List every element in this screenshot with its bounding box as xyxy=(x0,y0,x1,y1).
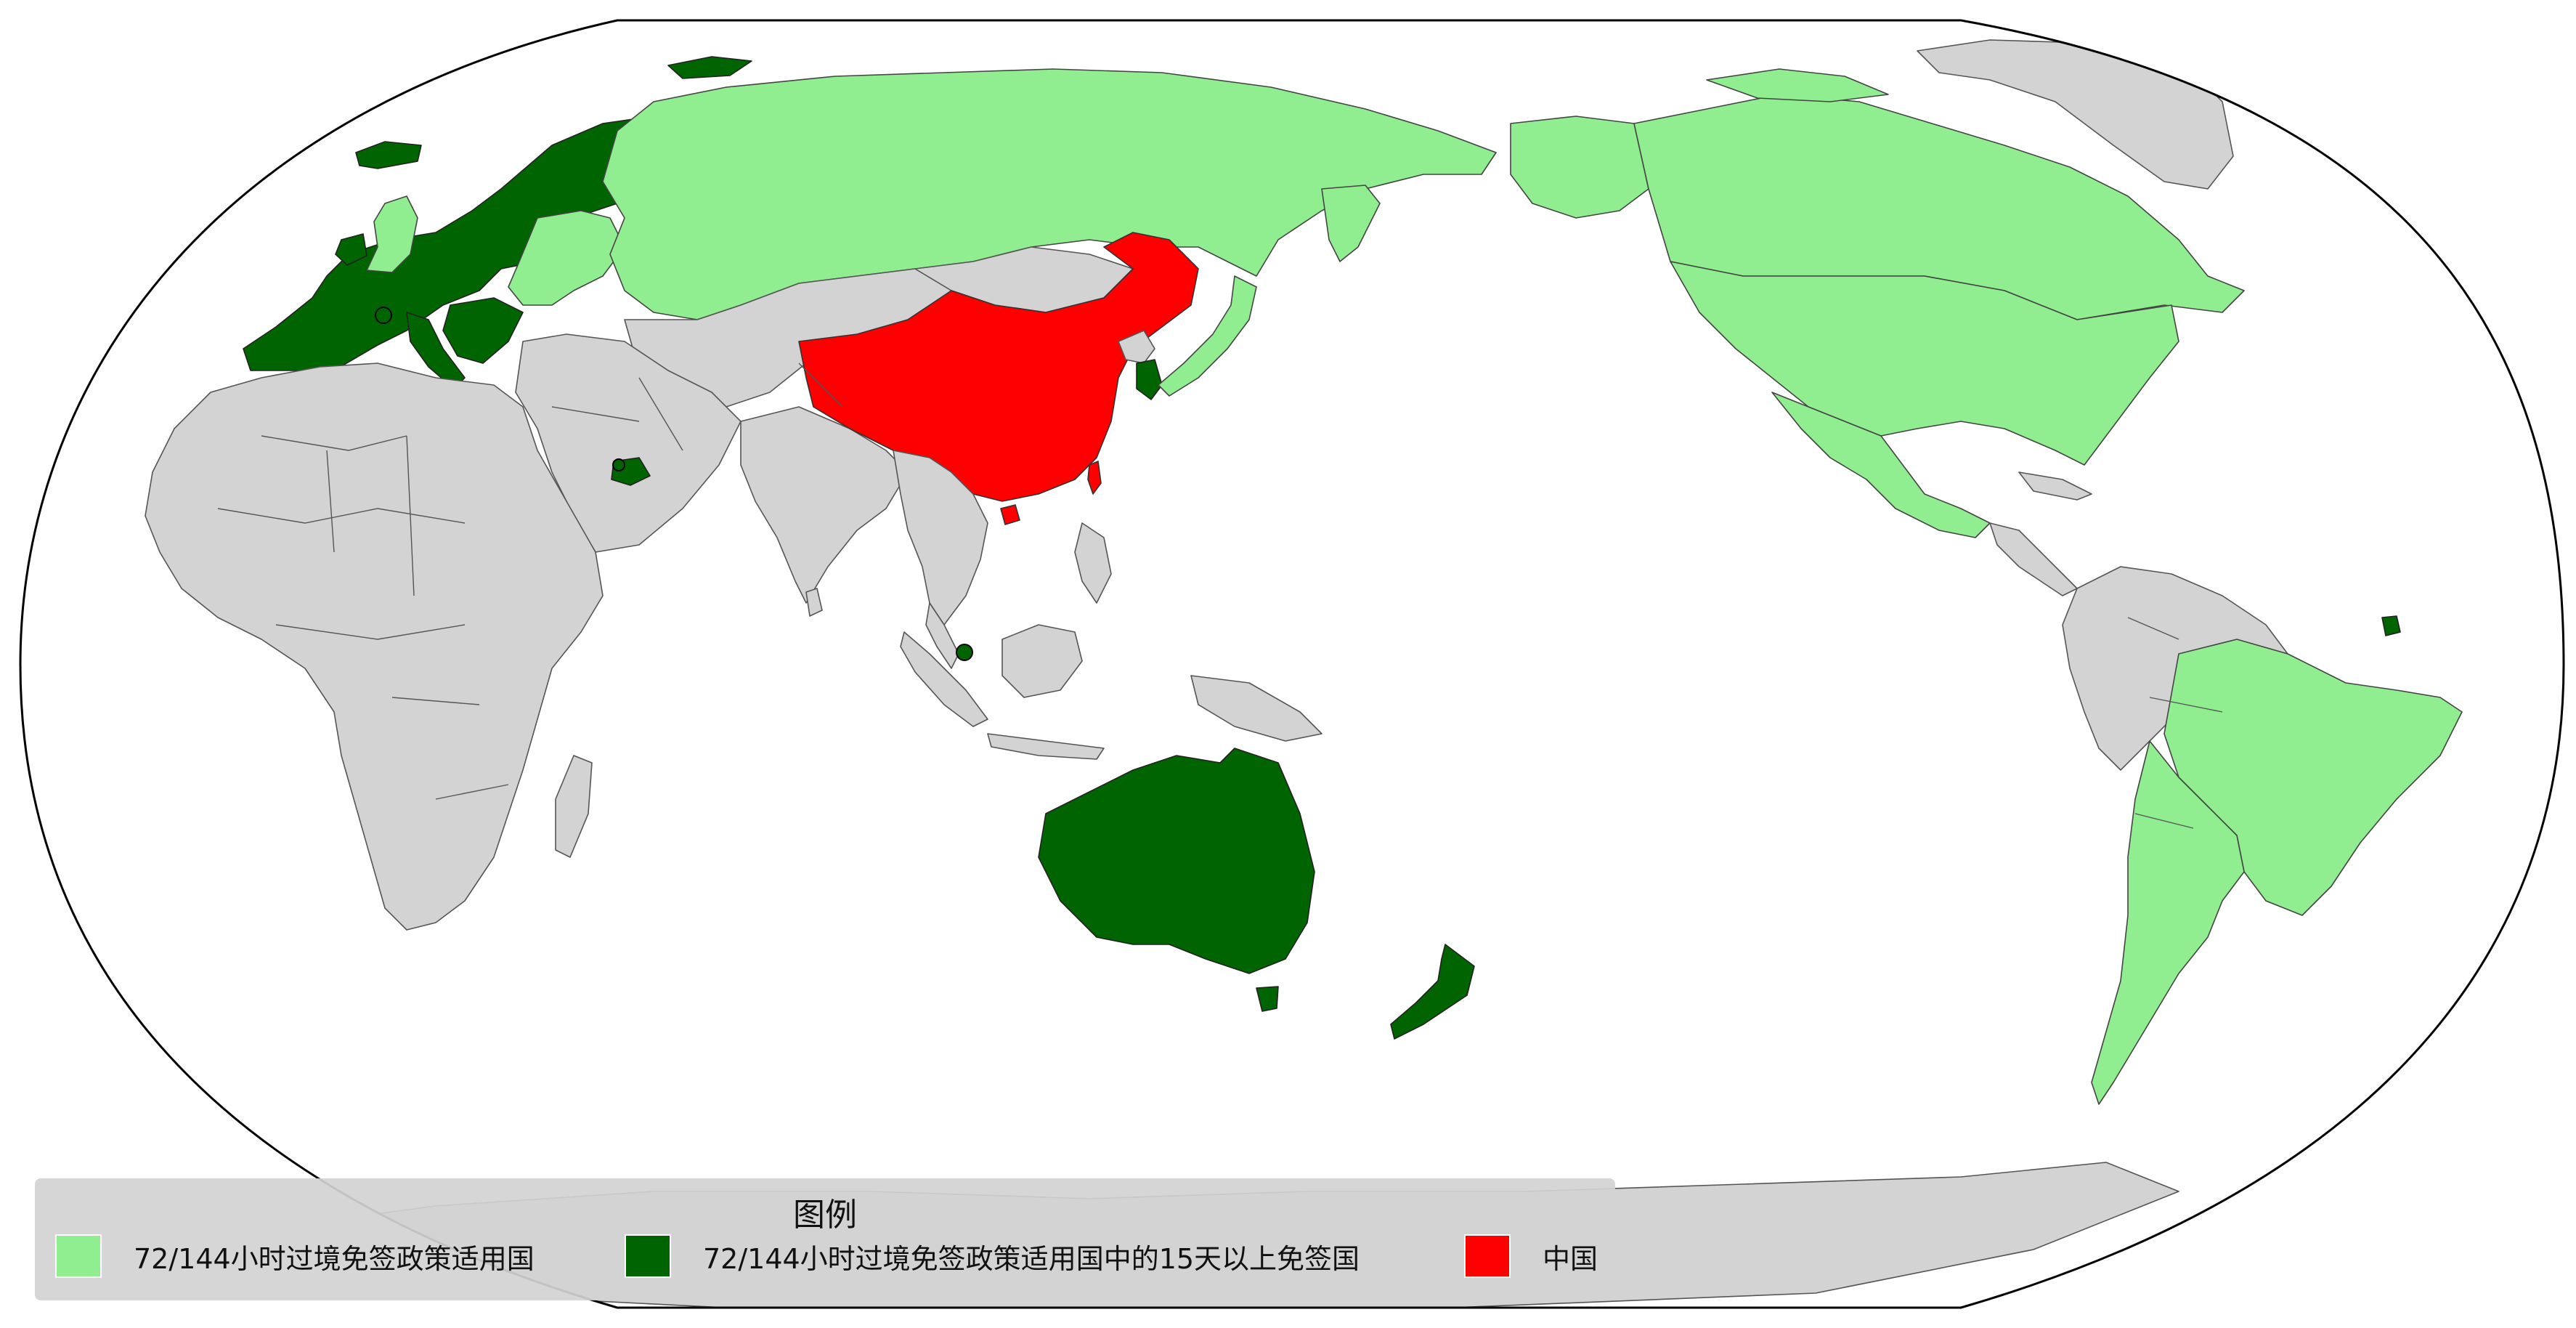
eastern-europe xyxy=(508,210,625,306)
alaska xyxy=(1510,116,1649,219)
japan xyxy=(1158,275,1257,397)
borneo xyxy=(1001,624,1083,698)
swatch-dark-green xyxy=(625,1234,671,1278)
indonesia-sumatra xyxy=(900,631,988,727)
map-frame xyxy=(19,19,2565,1309)
kamchatka xyxy=(1321,185,1381,262)
philippines xyxy=(1074,522,1112,604)
legend-label: 72/144小时过境免签政策适用国中的15天以上免签国 xyxy=(703,1242,1360,1275)
legend-label: 72/144小时过境免签政策适用国 xyxy=(134,1242,535,1275)
singapore-marker xyxy=(956,644,973,661)
canada-arctic-islands xyxy=(1706,68,1889,102)
new-guinea xyxy=(1190,675,1322,742)
french-guiana xyxy=(2381,615,2401,636)
north-korea xyxy=(1118,330,1155,364)
argentina-chile xyxy=(2091,740,2245,1105)
malay-peninsula xyxy=(925,602,959,669)
monaco-marker xyxy=(375,307,392,324)
country-borders xyxy=(217,363,2223,829)
new-zealand xyxy=(1390,944,1475,1040)
ireland xyxy=(335,233,367,266)
south-korea xyxy=(1136,359,1163,400)
cuba xyxy=(2018,471,2092,501)
united-kingdom xyxy=(366,195,418,273)
legend: 图例 72/144小时过境免签政策适用国 72/144小时过境免签政策适用国中的… xyxy=(35,1178,1615,1300)
southeast-asia xyxy=(893,450,988,625)
sri-lanka xyxy=(805,588,823,617)
iceland xyxy=(355,141,422,169)
legend-title: 图例 xyxy=(793,1197,857,1234)
svalbard xyxy=(667,56,752,79)
balkans xyxy=(442,297,524,364)
middle-east xyxy=(515,333,741,553)
hainan xyxy=(1000,504,1020,525)
taiwan xyxy=(1087,461,1102,495)
madagascar xyxy=(555,755,593,858)
legend-item-china: 中国 xyxy=(1464,1232,1598,1280)
qatar-marker xyxy=(612,458,625,471)
russia xyxy=(602,68,1497,320)
tasmania xyxy=(1256,986,1279,1012)
central-america xyxy=(1989,522,2078,596)
australia xyxy=(1038,748,1315,974)
legend-item-transit-visa-free: 72/144小时过境免签政策适用国 xyxy=(55,1232,535,1280)
legend-label: 中国 xyxy=(1543,1242,1598,1275)
united-states xyxy=(1670,261,2179,466)
java xyxy=(987,733,1105,760)
swatch-red xyxy=(1464,1234,1511,1278)
swatch-light-green xyxy=(55,1234,102,1278)
legend-item-15-day-visa-free: 72/144小时过境免签政策适用国中的15天以上免签国 xyxy=(625,1232,1360,1280)
